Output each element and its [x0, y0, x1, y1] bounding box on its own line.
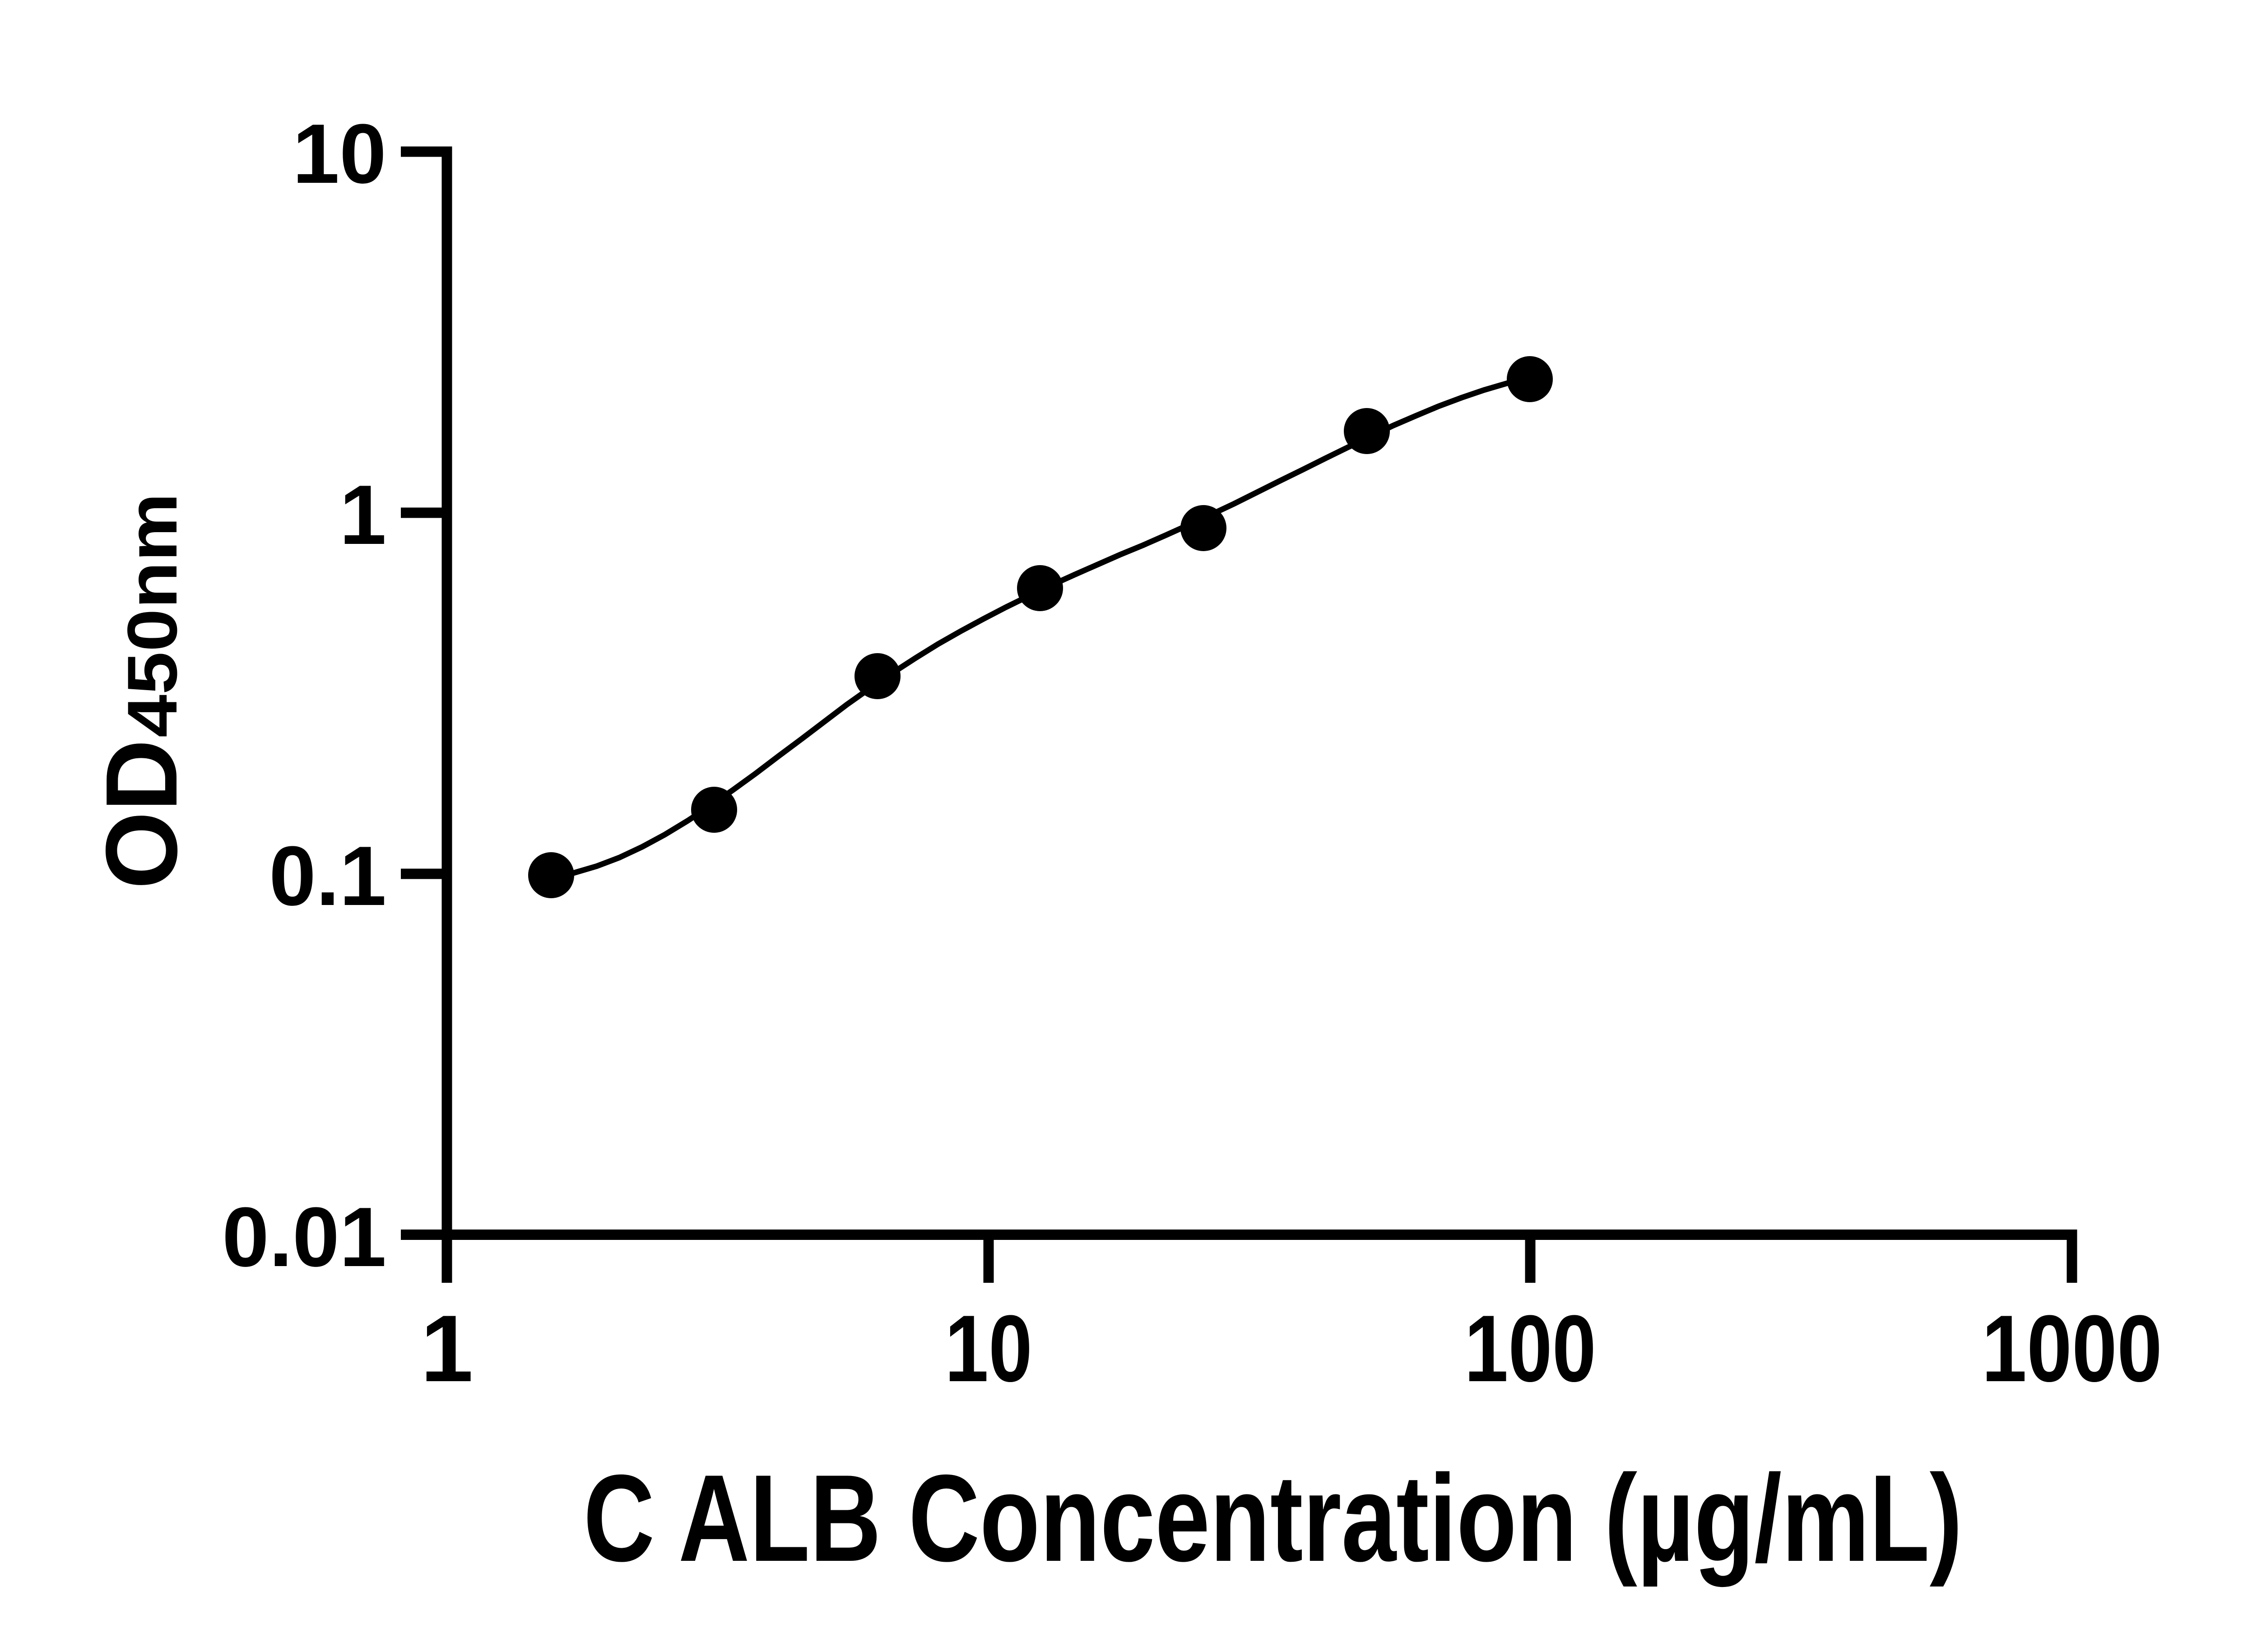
- svg-text:C ALB Concentration (µg/mL): C ALB Concentration (µg/mL): [584, 1449, 1963, 1588]
- svg-text:0.1: 0.1: [269, 829, 386, 923]
- svg-text:1: 1: [421, 1295, 474, 1401]
- svg-text:1000: 1000: [1982, 1295, 2162, 1401]
- svg-text:10: 10: [945, 1295, 1032, 1401]
- svg-text:10: 10: [293, 107, 386, 201]
- svg-text:450nm: 450nm: [113, 493, 192, 738]
- svg-text:100: 100: [1464, 1295, 1596, 1401]
- svg-text:0.01: 0.01: [222, 1190, 386, 1284]
- svg-text:1: 1: [339, 468, 386, 562]
- svg-text:OD: OD: [84, 739, 198, 889]
